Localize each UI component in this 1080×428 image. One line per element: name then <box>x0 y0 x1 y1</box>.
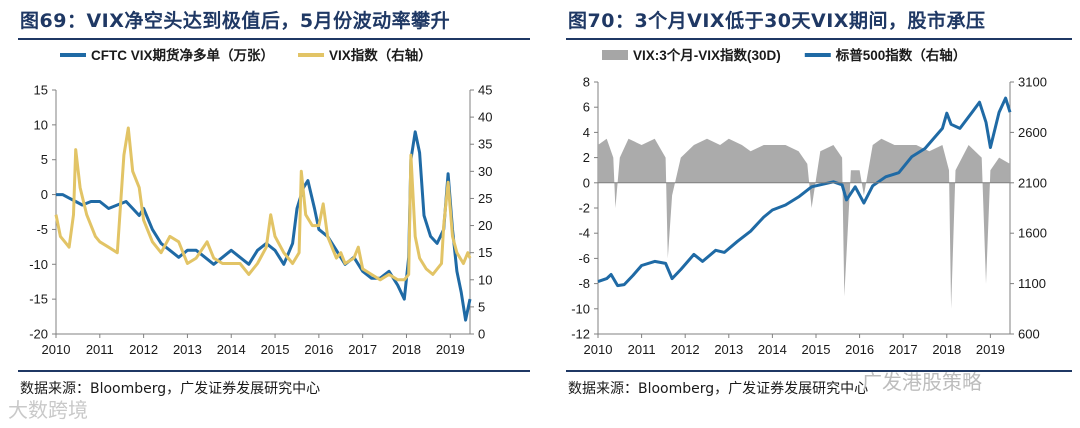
x-tick-label: 2010 <box>42 342 71 357</box>
y-right-tick-label: 15 <box>478 245 492 260</box>
y-left-tick-label: -20 <box>29 327 48 342</box>
y-right-tick-label: 45 <box>478 83 492 98</box>
series-area <box>598 138 1010 309</box>
watermark-right: 广发港股策略 <box>862 370 982 394</box>
chart-right: VIX:3个月-VIX指数(30D) 标普500指数（右轴） 8 6 4 2 0 -2 -4 -6… <box>571 47 1047 357</box>
series-line <box>597 96 1012 288</box>
y-left-tick-label: -10 <box>29 257 48 272</box>
y-right-tick-label: 5 <box>478 299 485 314</box>
title-rule <box>18 38 530 40</box>
y-right-tick-label: 2100 <box>1018 175 1047 190</box>
chart-left: CFTC VIX期货净多单（万张） VIX指数（右轴） 15 10 5 0 -5 -10 -15… <box>29 47 492 357</box>
y-left-tick-label: -12 <box>571 327 590 342</box>
x-tick-label: 2017 <box>348 342 377 357</box>
y-left-tick-label: -15 <box>29 292 48 307</box>
legend-label: VIX指数（右轴） <box>329 47 432 63</box>
x-tick-label: 2011 <box>628 342 656 357</box>
y-right-tick-label: 25 <box>478 191 492 206</box>
y-left-tick-label: -10 <box>571 301 590 316</box>
y-right-tick-label: 10 <box>478 272 492 287</box>
x-tick-label: 2013 <box>173 342 202 357</box>
y-left-tick-label: -5 <box>36 222 48 237</box>
source-rule <box>18 370 530 372</box>
panel-title: 图70：3个月VIX低于30天VIX期间，股市承压 <box>568 10 986 32</box>
legend-label: VIX:3个月-VIX指数(30D) <box>633 47 781 63</box>
series-line <box>54 126 472 282</box>
y-right-tick-label: 30 <box>478 164 492 179</box>
y-right-tick-label: 1600 <box>1018 226 1047 241</box>
legend-swatch <box>602 50 628 60</box>
x-tick-label: 2015 <box>261 342 290 357</box>
watermark-left: 大数跨境 <box>8 398 88 422</box>
y-left-tick-label: 8 <box>583 75 590 90</box>
y-left-tick-label: -4 <box>578 226 590 241</box>
panel-right: 图70：3个月VIX低于30天VIX期间，股市承压 VIX:3个月-VIX指数(… <box>548 0 1080 428</box>
x-tick-label: 2010 <box>584 342 613 357</box>
y-right-tick-label: 35 <box>478 137 492 152</box>
y-left-tick-label: 5 <box>41 152 48 167</box>
y-left-tick-label: 0 <box>583 175 590 190</box>
x-tick-label: 2014 <box>758 342 787 357</box>
y-right-tick-label: 2600 <box>1018 125 1047 140</box>
x-tick-label: 2014 <box>217 342 246 357</box>
x-tick-label: 2012 <box>129 342 158 357</box>
y-right-tick-label: 20 <box>478 218 492 233</box>
legend-item: CFTC VIX期货净多单（万张） <box>60 47 274 63</box>
x-tick-label: 2018 <box>392 342 421 357</box>
y-left-tick-label: 10 <box>34 117 48 132</box>
legend-label: 标普500指数（右轴） <box>835 47 967 63</box>
y-right-tick-label: 0 <box>478 327 485 342</box>
series-line <box>56 130 472 322</box>
y-right-tick-label: 1100 <box>1018 276 1046 291</box>
y-left-tick-label: 15 <box>34 83 48 98</box>
y-left-tick-label: -2 <box>578 201 590 216</box>
x-tick-label: 2016 <box>304 342 333 357</box>
y-left-tick-label: -8 <box>578 276 590 291</box>
x-tick-label: 2011 <box>86 342 114 357</box>
x-tick-label: 2013 <box>714 342 743 357</box>
legend-item: VIX:3个月-VIX指数(30D) <box>602 47 781 63</box>
legend-item: VIX指数（右轴） <box>298 47 432 63</box>
legend-label: CFTC VIX期货净多单（万张） <box>91 47 274 63</box>
y-right-tick-label: 600 <box>1018 327 1040 342</box>
x-tick-label: 2018 <box>932 342 961 357</box>
x-tick-label: 2015 <box>802 342 831 357</box>
y-left-tick-label: -6 <box>578 251 590 266</box>
x-tick-label: 2012 <box>671 342 700 357</box>
y-left-tick-label: 2 <box>583 150 590 165</box>
y-left-tick-label: 6 <box>583 100 590 115</box>
x-tick-label: 2017 <box>889 342 918 357</box>
legend-item: 标普500指数（右轴） <box>804 47 967 63</box>
panel-left: 图69：VIX净空头达到极值后，5月份波动率攀升 CFTC VIX期货净多单（万… <box>0 0 538 428</box>
y-left-tick-label: 0 <box>41 187 48 202</box>
y-left-tick-label: 4 <box>583 125 590 140</box>
source-note: 数据来源：Bloomberg，广发证券发展研究中心 <box>20 381 321 397</box>
x-tick-label: 2016 <box>845 342 874 357</box>
y-right-tick-label: 40 <box>478 110 492 125</box>
source-note: 数据来源：Bloomberg，广发证券发展研究中心 <box>568 381 869 397</box>
x-tick-label: 2019 <box>436 342 465 357</box>
source-rule <box>566 370 1072 372</box>
y-right-tick-label: 3100 <box>1018 75 1047 90</box>
title-rule <box>566 38 1072 40</box>
x-tick-label: 2019 <box>976 342 1005 357</box>
panel-title: 图69：VIX净空头达到极值后，5月份波动率攀升 <box>20 10 451 32</box>
